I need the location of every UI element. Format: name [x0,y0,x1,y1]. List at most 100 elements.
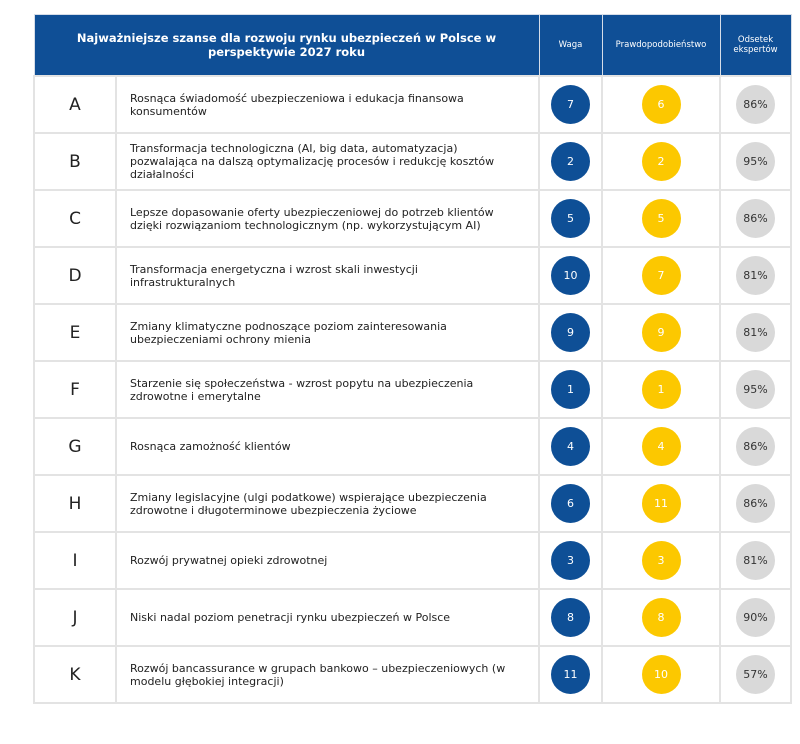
waga-cell: 6 [538,474,604,533]
pct-cell: 90% [719,588,793,647]
waga-cell: 11 [538,645,604,704]
waga-cell: 10 [538,246,604,305]
waga-badge: 7 [551,85,591,124]
prob-badge: 1 [641,370,681,409]
row-letter: I [33,531,117,590]
table-row: F Starzenie się społeczeństwa - wzrost p… [33,360,793,419]
prob-cell: 10 [601,645,722,704]
column-header-prawdopodobienstwo: Prawdopodobieństwo [601,14,721,77]
waga-badge: 6 [551,484,591,523]
waga-badge: 5 [551,199,591,238]
prob-cell: 8 [601,588,722,647]
pct-cell: 81% [719,303,793,362]
pct-badge: 95% [736,142,776,181]
table-row: D Transformacja energetyczna i wzrost sk… [33,246,793,305]
table-title: Najważniejsze szanse dla rozwoju rynku u… [33,14,540,77]
header-row: Najważniejsze szanse dla rozwoju rynku u… [33,14,792,77]
waga-cell: 5 [538,189,604,248]
prob-badge: 6 [641,85,681,124]
prob-badge: 2 [641,142,681,181]
prob-cell: 4 [601,417,722,476]
prob-cell: 11 [601,474,722,533]
prob-cell: 1 [601,360,722,419]
waga-cell: 4 [538,417,604,476]
row-description: Starzenie się społeczeństwa - wzrost pop… [114,360,541,419]
waga-badge: 10 [551,256,591,295]
pct-badge: 81% [736,256,776,295]
waga-cell: 2 [538,132,604,191]
prob-badge: 11 [641,484,681,523]
table-row: E Zmiany klimatyczne podnoszące poziom z… [33,303,793,362]
pct-cell: 81% [719,531,793,590]
row-description: Transformacja technologiczna (AI, big da… [114,132,541,191]
pct-badge: 81% [736,541,776,580]
waga-cell: 8 [538,588,604,647]
row-description: Lepsze dopasowanie oferty ubezpieczeniow… [114,189,541,248]
row-letter: E [33,303,117,362]
table-row: K Rozwój bancassurance w grupach bankowo… [33,645,793,704]
column-header-waga: Waga [538,14,603,77]
pct-cell: 95% [719,360,793,419]
row-letter: G [33,417,117,476]
row-letter: A [33,75,117,134]
pct-badge: 86% [736,199,776,238]
row-description: Zmiany klimatyczne podnoszące poziom zai… [114,303,541,362]
waga-cell: 7 [538,75,604,134]
waga-badge: 11 [551,655,591,694]
prob-cell: 2 [601,132,722,191]
waga-cell: 1 [538,360,604,419]
pct-badge: 95% [736,370,776,409]
waga-badge: 3 [551,541,591,580]
waga-badge: 2 [551,142,591,181]
waga-badge: 8 [551,598,591,637]
pct-badge: 86% [736,85,776,124]
prob-badge: 5 [641,199,681,238]
prob-cell: 9 [601,303,722,362]
pct-badge: 86% [736,484,776,523]
row-description: Niski nadal poziom penetracji rynku ubez… [114,588,541,647]
pct-cell: 57% [719,645,793,704]
row-description: Rosnąca zamożność klientów [114,417,541,476]
waga-badge: 1 [551,370,591,409]
pct-cell: 81% [719,246,793,305]
table-row: J Niski nadal poziom penetracji rynku ub… [33,588,793,647]
waga-badge: 4 [551,427,591,466]
prob-cell: 3 [601,531,722,590]
waga-cell: 9 [538,303,604,362]
table-row: H Zmiany legislacyjne (ulgi podatkowe) w… [33,474,793,533]
pct-badge: 90% [736,598,776,637]
column-header-odsetek: Odsetek ekspertów [719,14,792,77]
row-letter: C [33,189,117,248]
waga-cell: 3 [538,531,604,590]
table-row: A Rosnąca świadomość ubezpieczeniowa i e… [33,75,793,134]
prob-badge: 7 [641,256,681,295]
table-row: I Rozwój prywatnej opieki zdrowotnej 3 3… [33,531,793,590]
prob-badge: 9 [641,313,681,352]
prob-badge: 4 [641,427,681,466]
row-letter: J [33,588,117,647]
prob-badge: 3 [641,541,681,580]
waga-badge: 9 [551,313,591,352]
row-letter: B [33,132,117,191]
pct-badge: 81% [736,313,776,352]
prob-badge: 10 [641,655,681,694]
pct-cell: 86% [719,189,793,248]
pct-cell: 95% [719,132,793,191]
pct-cell: 86% [719,474,793,533]
row-letter: H [33,474,117,533]
row-letter: D [33,246,117,305]
table-row: G Rosnąca zamożność klientów 4 4 86% [33,417,793,476]
row-description: Transformacja energetyczna i wzrost skal… [114,246,541,305]
prob-cell: 7 [601,246,722,305]
table-row: C Lepsze dopasowanie oferty ubezpieczeni… [33,189,793,248]
prob-cell: 5 [601,189,722,248]
prob-badge: 8 [641,598,681,637]
pct-cell: 86% [719,75,793,134]
pct-badge: 57% [736,655,776,694]
table-row: B Transformacja technologiczna (AI, big … [33,132,793,191]
prob-cell: 6 [601,75,722,134]
opportunities-table: Najważniejsze szanse dla rozwoju rynku u… [33,14,793,704]
row-description: Rozwój prywatnej opieki zdrowotnej [114,531,541,590]
row-description: Zmiany legislacyjne (ulgi podatkowe) wsp… [114,474,541,533]
row-description: Rozwój bancassurance w grupach bankowo –… [114,645,541,704]
